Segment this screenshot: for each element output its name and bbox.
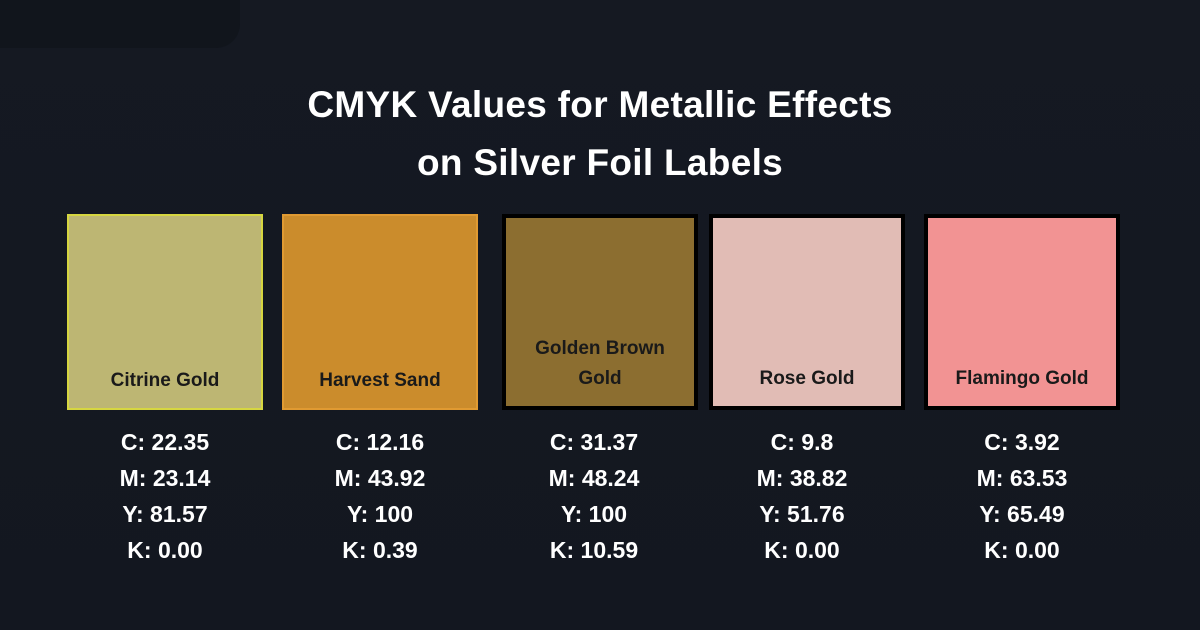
cyan-value: C: 31.37 [549, 429, 639, 455]
cyan-value: C: 22.35 [120, 429, 210, 455]
cyan-value: C: 3.92 [984, 429, 1060, 455]
magenta-value: M: 43.92 [334, 465, 426, 491]
yellow-value: Y: 81.57 [122, 501, 208, 527]
yellow-value: Y: 100 [346, 501, 414, 527]
cmyk-values-harvest-sand: C: 12.16 M: 43.92 Y: 100 K: 0.39 [282, 424, 478, 568]
title-line-2: on Silver Foil Labels [416, 142, 784, 183]
swatch-label: Citrine Gold [110, 370, 220, 391]
cmyk-values-golden-brown-gold: C: 31.37 M: 48.24 Y: 100 K: 10.59 [496, 424, 692, 568]
yellow-value: Y: 65.49 [979, 501, 1065, 527]
swatch-label: Rose Gold [759, 368, 855, 389]
cmyk-values-flamingo-gold: C: 3.92 M: 63.53 Y: 65.49 K: 0.00 [924, 424, 1120, 568]
swatch-label: Golden Brown Gold [535, 338, 665, 389]
cmyk-values-citrine-gold: C: 22.35 M: 23.14 Y: 81.57 K: 0.00 [67, 424, 263, 568]
swatch-flamingo-gold: Flamingo Gold [924, 214, 1120, 410]
swatch-rose-gold: Rose Gold [709, 214, 905, 410]
magenta-value: M: 23.14 [119, 465, 211, 491]
yellow-value: Y: 100 [560, 501, 628, 527]
black-value: K: 0.39 [342, 537, 418, 563]
title-line-1: CMYK Values for Metallic Effects [307, 84, 893, 125]
cyan-value: C: 12.16 [335, 429, 425, 455]
cyan-value: C: 9.8 [770, 429, 834, 455]
swatch-citrine-gold: Citrine Gold [67, 214, 263, 410]
swatch-golden-brown-gold: Golden Brown Gold [502, 214, 698, 410]
magenta-value: M: 63.53 [976, 465, 1068, 491]
black-value: K: 10.59 [549, 537, 639, 563]
swatch-harvest-sand: Harvest Sand [282, 214, 478, 410]
black-value: K: 0.00 [984, 537, 1060, 563]
yellow-value: Y: 51.76 [759, 501, 845, 527]
magenta-value: M: 38.82 [756, 465, 848, 491]
page-title: CMYK Values for Metallic Effects on Silv… [0, 76, 1200, 192]
corner-shade [0, 0, 240, 48]
swatch-label: Harvest Sand [319, 370, 441, 391]
magenta-value: M: 48.24 [548, 465, 640, 491]
black-value: K: 0.00 [127, 537, 203, 563]
cmyk-values-rose-gold: C: 9.8 M: 38.82 Y: 51.76 K: 0.00 [704, 424, 900, 568]
black-value: K: 0.00 [764, 537, 840, 563]
swatch-label: Flamingo Gold [955, 368, 1089, 389]
